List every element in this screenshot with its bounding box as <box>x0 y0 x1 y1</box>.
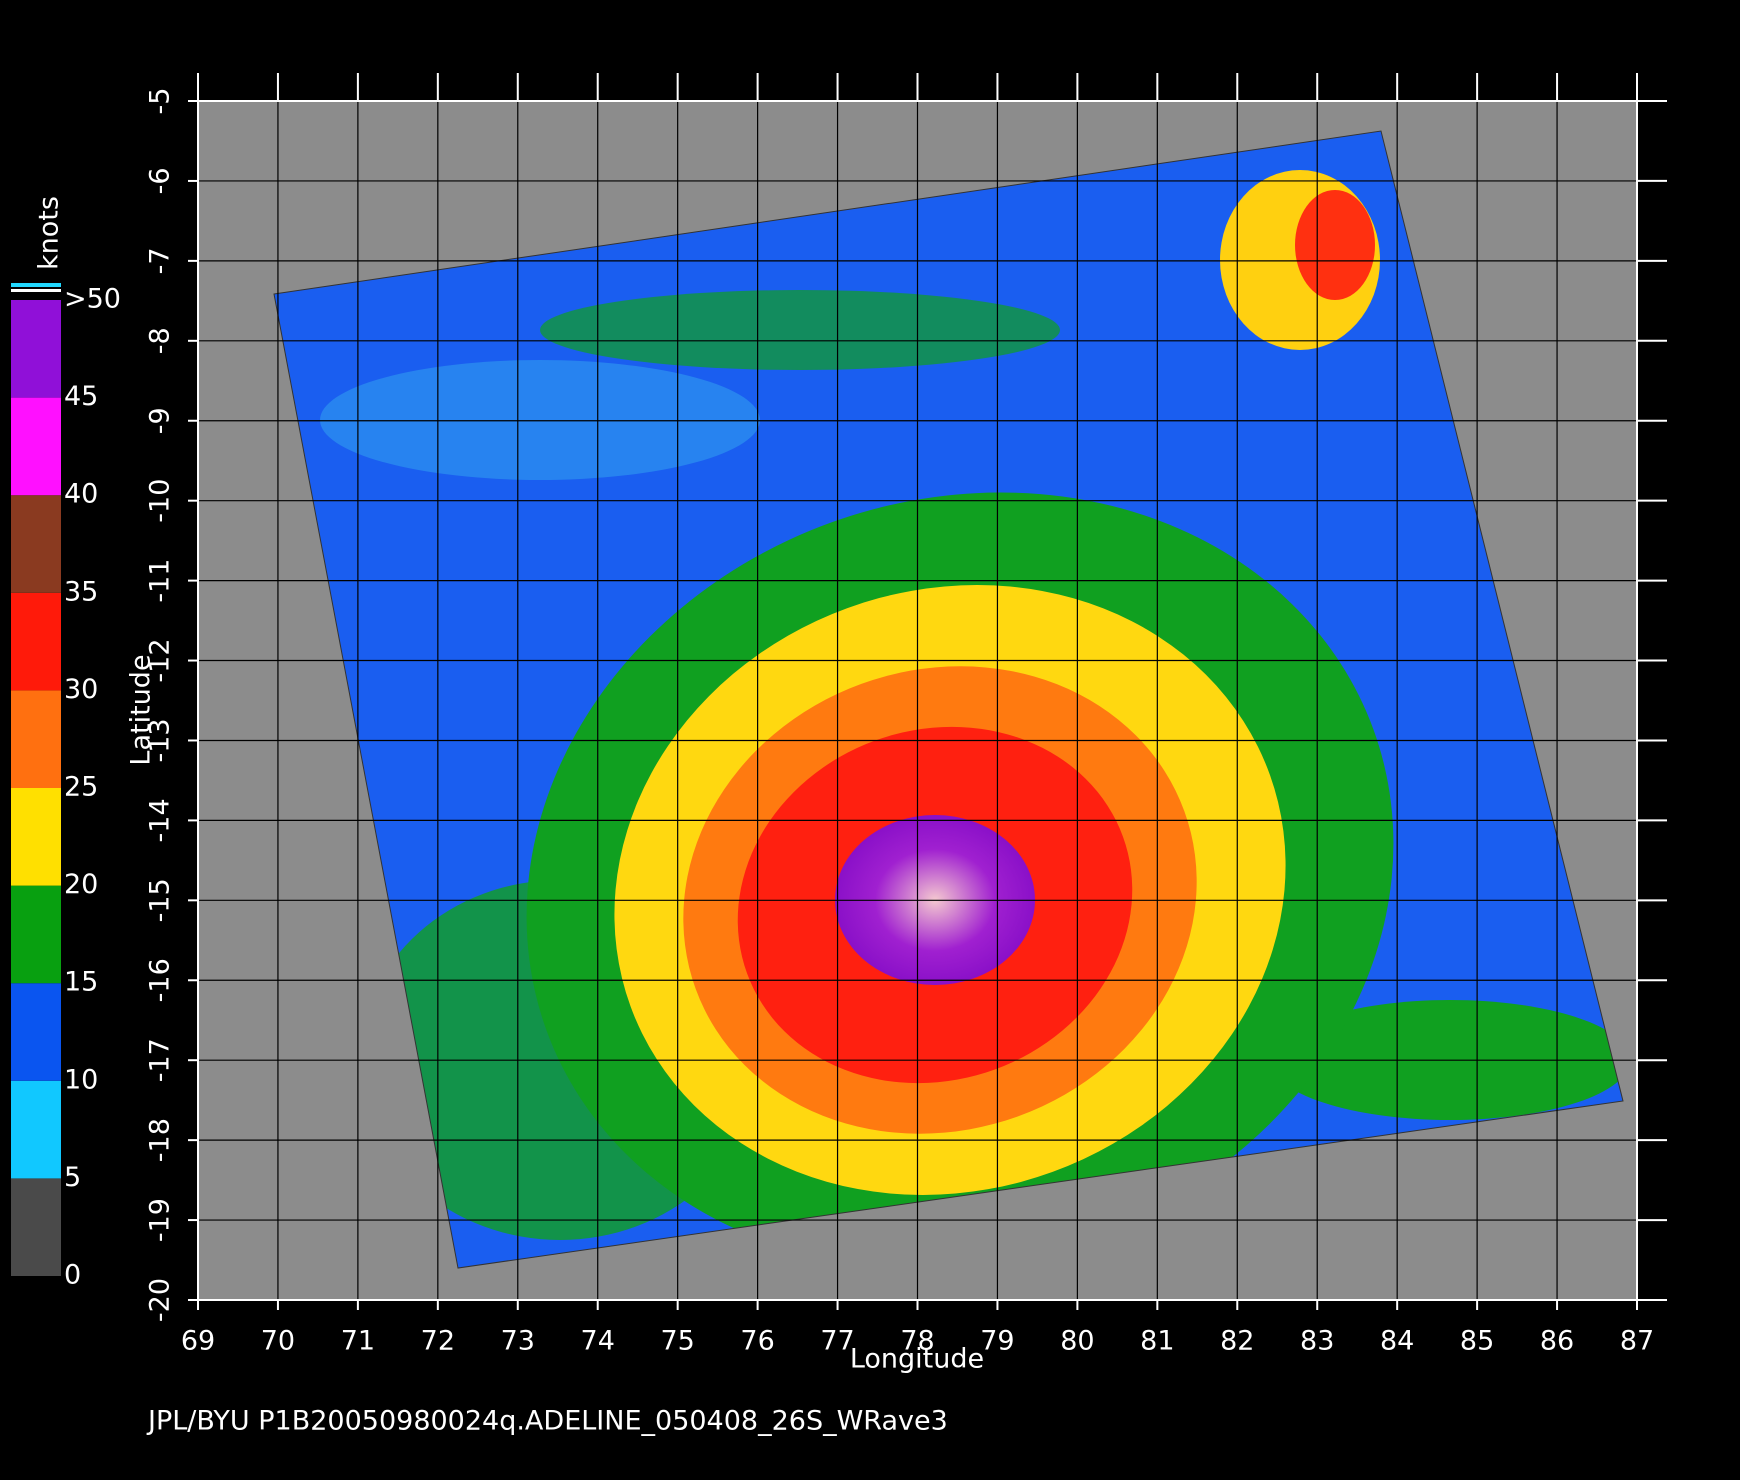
x-tick-label: 86 <box>1540 1326 1574 1357</box>
x-axis-label: Longitude <box>850 1344 984 1375</box>
colorbar-tick-label: 10 <box>64 1064 98 1095</box>
colorbar-tick-label: 40 <box>64 479 98 510</box>
colorbar-tick-label: 25 <box>64 772 98 803</box>
x-tick-label: 85 <box>1460 1326 1494 1357</box>
y-axis-label: Latitude <box>126 654 157 765</box>
colorbar-tick-label: 30 <box>64 674 98 705</box>
colorbar-label: knots <box>34 196 65 270</box>
y-tick-label: -14 <box>145 798 176 842</box>
x-tick-label: 69 <box>181 1326 215 1357</box>
y-tick-label: -17 <box>145 1038 176 1082</box>
y-tick-label: -10 <box>145 479 176 523</box>
colorbar-segment <box>11 1080 61 1179</box>
x-tick-label: 76 <box>740 1326 774 1357</box>
x-tick-label: 70 <box>261 1326 295 1357</box>
colorbar-segment <box>11 983 61 1081</box>
x-tick-label: 77 <box>820 1326 854 1357</box>
x-tick-label: 74 <box>581 1326 615 1357</box>
x-tick-label: 75 <box>660 1326 694 1357</box>
colorbar-tick-label: >50 <box>64 284 121 315</box>
colorbar-segment <box>11 885 61 984</box>
y-tick-label: -19 <box>145 1198 176 1242</box>
y-tick-label: -16 <box>145 958 176 1002</box>
colorbar-tick-label: 20 <box>64 869 98 900</box>
footer: JPL/BYU P1B20050980024q.ADELINE_050408_2… <box>146 1406 948 1437</box>
colorbar-tick-label: 0 <box>64 1260 81 1291</box>
colorbar-stripe <box>11 289 61 292</box>
y-tick-label: -18 <box>145 1118 176 1162</box>
colorbar-tick-label: 35 <box>64 576 98 607</box>
x-tick-label: 84 <box>1380 1326 1414 1357</box>
colorbar-segment <box>11 788 61 886</box>
y-tick-label: -5 <box>145 88 176 115</box>
y-tick-label: -20 <box>145 1278 176 1322</box>
x-tick-label: 72 <box>421 1326 455 1357</box>
x-tick-label: 82 <box>1220 1326 1254 1357</box>
swath-outline <box>273 130 1624 1269</box>
x-tick-label: 73 <box>501 1326 535 1357</box>
colorbar-segment <box>11 690 61 788</box>
x-tick-label: 87 <box>1620 1326 1654 1357</box>
x-tick-label: 71 <box>341 1326 375 1357</box>
y-tick-label: -7 <box>145 247 176 274</box>
colorbar-tick-label: 45 <box>64 381 98 412</box>
colorbar-segment <box>11 1178 61 1276</box>
y-tick-label: -15 <box>145 878 176 922</box>
y-tick-label: -9 <box>145 407 176 434</box>
y-tick-label: -8 <box>145 327 176 354</box>
x-tick-label: 79 <box>980 1326 1014 1357</box>
x-tick-label: 80 <box>1060 1326 1094 1357</box>
plot-frame <box>197 100 1638 1301</box>
x-tick-label: 81 <box>1140 1326 1174 1357</box>
x-tick-label: 78 <box>900 1326 934 1357</box>
y-tick-label: -11 <box>145 559 176 603</box>
axes: 69 70 71 72 73 74 75 76 77 78 79 80 81 82 83 84 85 86 87 -5… <box>145 73 1667 1357</box>
y-tick-label: -12 <box>145 638 176 682</box>
y-tick-label: -6 <box>145 167 176 194</box>
colorbar-tick-label: 15 <box>64 967 98 998</box>
x-tick-label: 83 <box>1300 1326 1334 1357</box>
colorbar-stripe <box>11 283 61 287</box>
colorbar-segment <box>11 592 61 691</box>
y-tick-label: -13 <box>145 718 176 762</box>
colorbar-segment <box>11 300 61 398</box>
colorbar-segment <box>11 495 61 593</box>
colorbar-tick-label: 5 <box>64 1162 81 1193</box>
colorbar-segment <box>11 397 61 496</box>
